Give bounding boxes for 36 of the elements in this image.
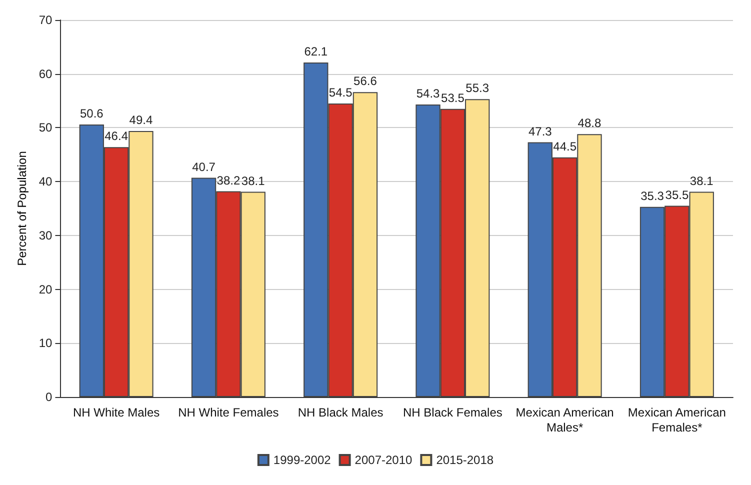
legend-label: 1999-2002 — [273, 453, 332, 467]
y-tick-label: 0 — [46, 390, 53, 404]
x-tick-label: NH White Females — [178, 406, 279, 420]
data-label: 48.8 — [578, 116, 602, 130]
x-tick-label: NH Black Males — [298, 406, 384, 420]
data-label: 49.4 — [129, 112, 153, 127]
data-label: 54.5 — [328, 85, 353, 100]
data-label: 56.6 — [354, 74, 378, 88]
x-tick-label: NH Black Females — [403, 406, 502, 420]
x-tick-label: Mexican American Males* — [516, 406, 614, 434]
y-tick-label: 10 — [38, 336, 53, 350]
y-axis-title: Percent of Population — [15, 151, 29, 266]
legend-label: 2007-2010 — [354, 453, 413, 467]
data-label: 38.1 — [690, 174, 714, 188]
y-tick-label: 30 — [38, 228, 53, 242]
data-label: 62.1 — [304, 44, 328, 59]
data-label: 46.4 — [104, 129, 128, 144]
y-tick-label: 20 — [38, 282, 53, 296]
data-label: 38.2 — [216, 173, 240, 188]
data-label: 50.6 — [80, 106, 104, 120]
x-tick-label: NH White Males — [72, 406, 160, 420]
y-tick-label: 70 — [38, 13, 53, 27]
data-label: 47.3 — [528, 124, 552, 138]
y-tick-label: 50 — [38, 120, 53, 135]
data-label: 53.5 — [441, 90, 465, 105]
data-label: 35.3 — [640, 188, 664, 203]
data-label: 54.3 — [416, 86, 440, 101]
data-label: 40.7 — [192, 160, 216, 174]
legend-label: 2015-2018 — [436, 453, 494, 467]
data-label: 55.3 — [466, 81, 490, 96]
data-label: 38.1 — [241, 174, 266, 188]
y-tick-label: 40 — [38, 174, 53, 189]
x-tick-label: Mexican American Females* — [628, 406, 726, 434]
y-tick-label: 60 — [38, 66, 53, 81]
data-label: 35.5 — [665, 188, 689, 202]
data-label: 44.5 — [553, 139, 577, 154]
